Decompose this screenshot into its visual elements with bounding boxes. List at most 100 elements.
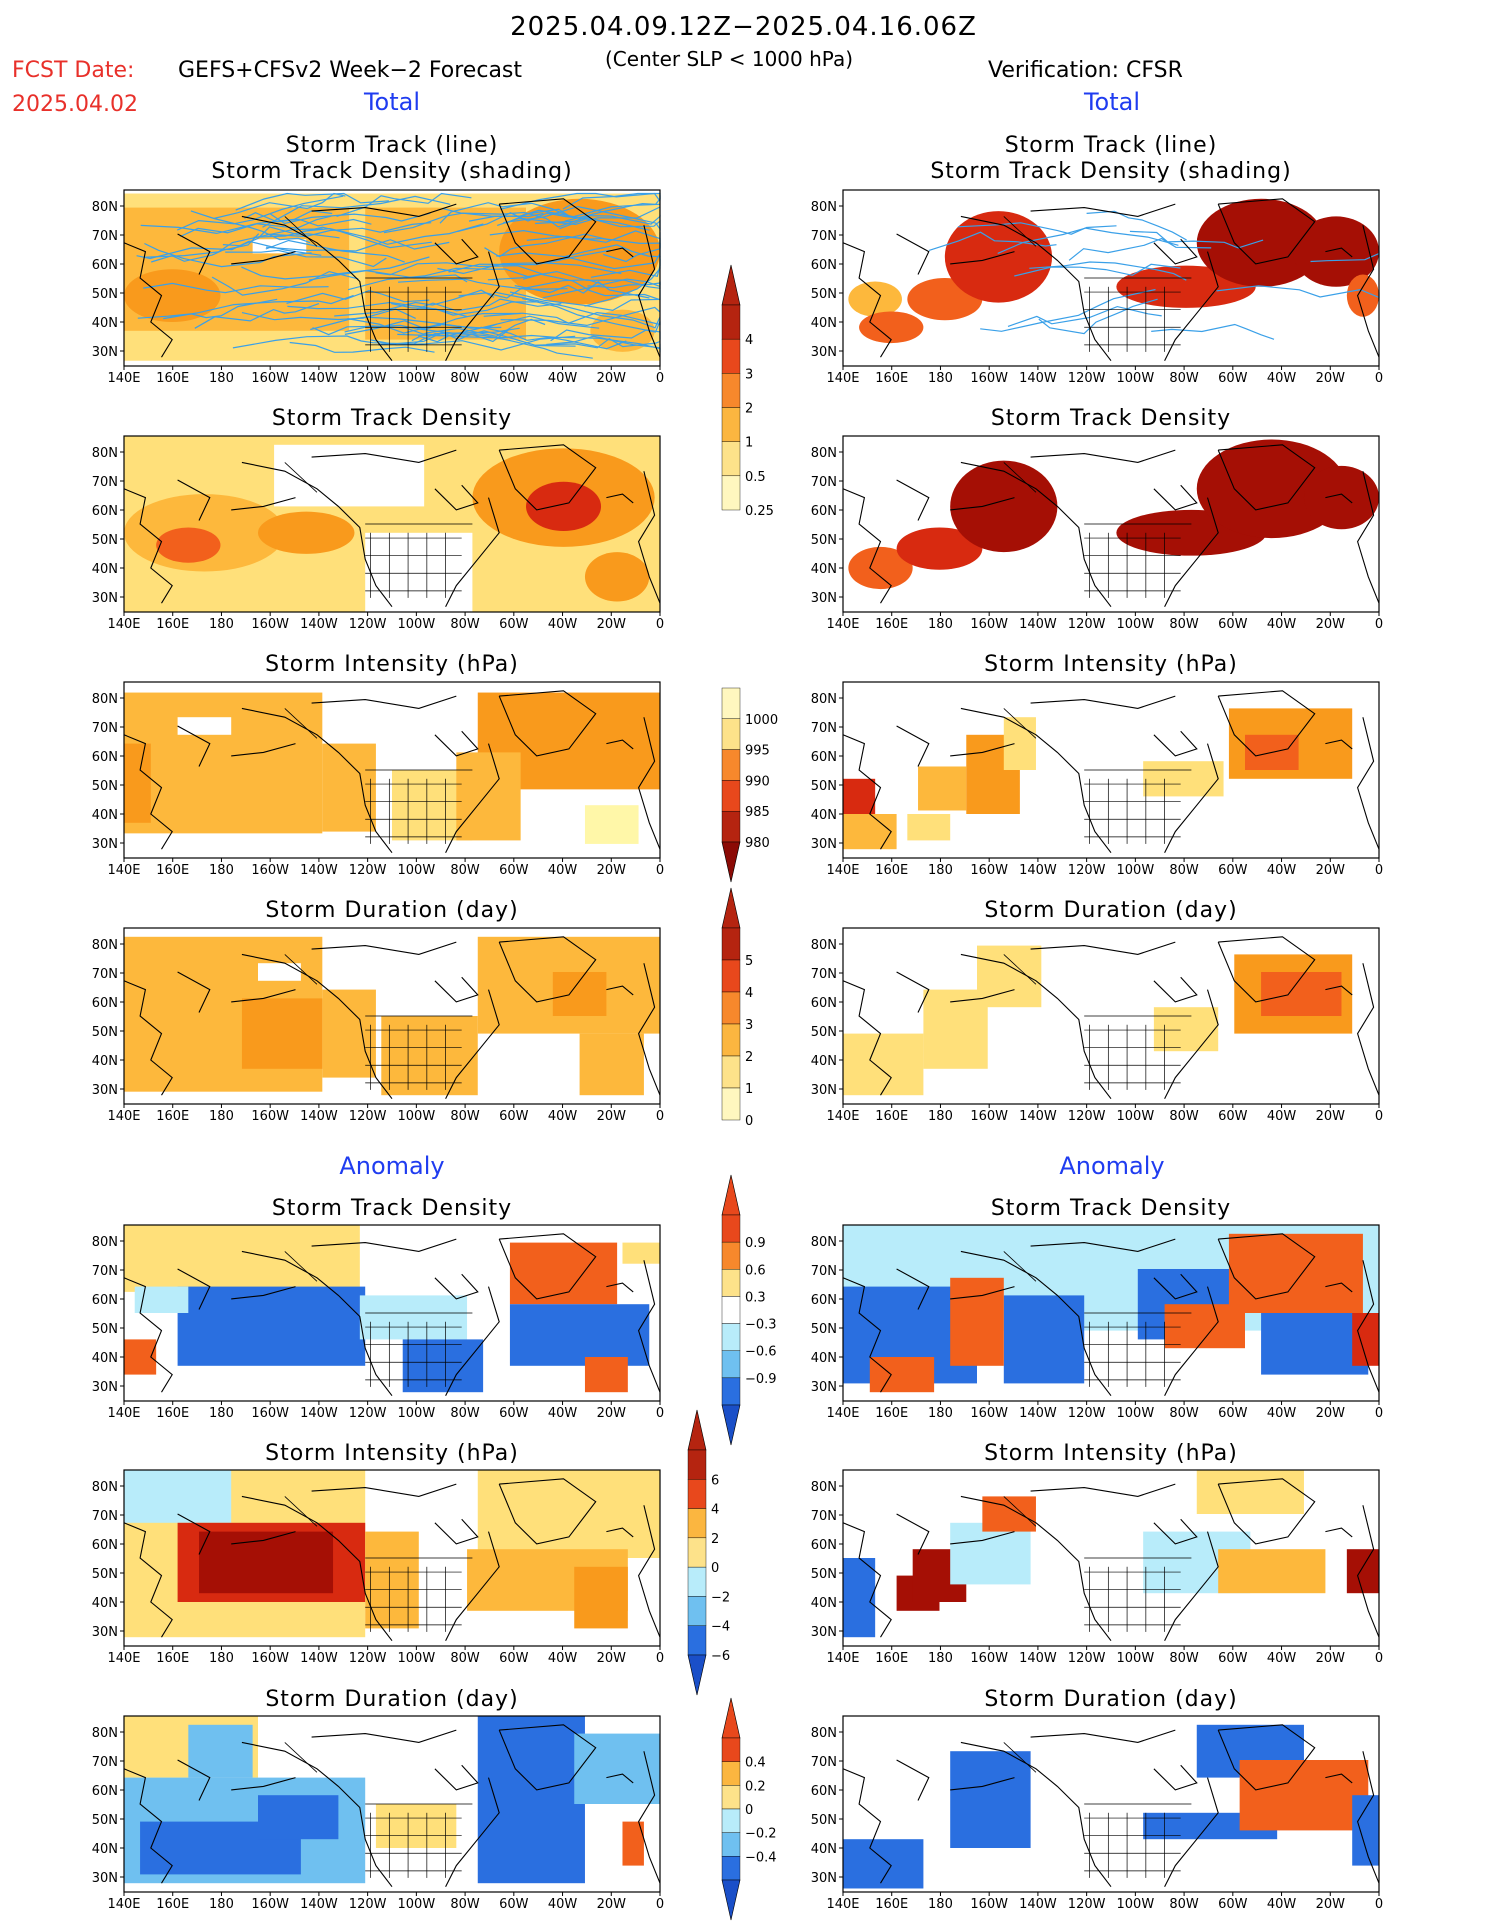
coastline [434, 1518, 479, 1545]
right-intensity-title: Storm Intensity (hPa) [984, 652, 1238, 677]
lon-tick-label: 180 [928, 371, 953, 386]
country-border [1003, 1251, 1037, 1282]
anomaly-cells [177, 1286, 366, 1366]
colorbar-segment [721, 1761, 741, 1786]
coastline [960, 215, 1112, 362]
lon-tick-label: 40W [1267, 617, 1297, 632]
coastline [498, 1233, 597, 1300]
coastline [960, 707, 1112, 854]
lon-tick-label: 0 [656, 1651, 664, 1666]
storm-track-line [241, 256, 430, 280]
lon-tick-label: 40W [548, 1109, 578, 1124]
colorbar-label: 3 [745, 1018, 753, 1033]
storm-track-line [391, 301, 540, 316]
coastline [1153, 1273, 1198, 1300]
storm-track-line [244, 212, 372, 227]
lon-tick-label: 100W [1117, 1651, 1155, 1666]
anomaly-cells [950, 1751, 1031, 1848]
lat-tick-label: 50N [92, 287, 118, 302]
lon-tick-label: 180 [928, 1651, 953, 1666]
lon-tick-label: 80W [1169, 1109, 1199, 1124]
colorbar-segment [721, 1832, 741, 1857]
lon-tick-label: 60W [499, 371, 529, 386]
anomaly-cells [402, 1339, 484, 1393]
anomaly-cells [1346, 1549, 1379, 1594]
lat-tick-label: 60N [811, 750, 837, 765]
lon-tick-label: 0 [1375, 863, 1383, 878]
colorbar-arrow [721, 841, 741, 883]
lon-tick-label: 120W [1068, 1651, 1106, 1666]
lat-tick-label: 40N [811, 562, 837, 577]
lat-tick-label: 30N [811, 1625, 837, 1640]
coastline [606, 739, 634, 750]
verification-label: Verification: CFSR [988, 58, 1183, 83]
coastline [445, 1777, 500, 1887]
coastline [123, 1277, 173, 1393]
colorbar-label: 0.5 [745, 470, 766, 485]
lon-tick-label: 160E [156, 1651, 189, 1666]
coastline [445, 743, 500, 853]
colorbar-arrow [721, 887, 741, 929]
storm-track-line [241, 308, 416, 321]
storm-track-line [1129, 230, 1264, 249]
coastline [1325, 739, 1353, 750]
coastline [1217, 1724, 1316, 1791]
gap [365, 532, 473, 612]
colorbar-track-density: 4 3 2 1 0.5 0.25 [721, 264, 774, 519]
coastline [311, 1729, 457, 1743]
lat-tick-label: 80N [811, 1726, 837, 1741]
density-shading [584, 552, 650, 602]
colorbar-label: −0.2 [745, 1827, 777, 1842]
storm-track-line [494, 291, 661, 329]
storm-track-line [398, 278, 568, 290]
lon-tick-label: 20W [597, 1406, 627, 1421]
map-panel-right-1: 80N 70N 60N 50N 40N 30N 140E 160E 180 160W 140W 120… [811, 435, 1383, 632]
lon-tick-label: 40W [1267, 1651, 1297, 1666]
storm-track-line [1038, 298, 1158, 335]
lat-tick-label: 50N [811, 1567, 837, 1582]
lon-tick-label: 60W [499, 863, 529, 878]
lon-tick-label: 140E [826, 617, 859, 632]
lon-tick-label: 180 [209, 863, 234, 878]
right-density-title: Storm Track Density [990, 406, 1232, 431]
storm-track-line [334, 289, 495, 317]
storm-track-line [176, 195, 344, 231]
anomaly-cells [950, 1522, 1031, 1585]
colorbar-segment [721, 687, 741, 719]
lat-tick-label: 60N [811, 258, 837, 273]
coastline [241, 1495, 393, 1642]
colorbar-label: 0.6 [745, 1263, 766, 1278]
lat-tick-label: 30N [92, 1871, 118, 1886]
lon-tick-label: 100W [398, 1406, 436, 1421]
duration-cells [552, 972, 607, 1016]
map-panel-right-0: 80N 70N 60N 50N 40N 30N 140E 160E 180 160W 140W 120… [811, 189, 1383, 386]
coastline [638, 1260, 661, 1393]
lon-tick-label: 140W [300, 1406, 338, 1421]
lat-tick-label: 60N [92, 1293, 118, 1308]
colorbar-label: 0 [711, 1561, 719, 1576]
coastline [1217, 690, 1316, 757]
coastline [638, 963, 661, 1096]
lon-tick-label: 80W [450, 1651, 480, 1666]
lat-tick-label: 60N [92, 996, 118, 1011]
density-shading [896, 527, 983, 570]
coastline [1357, 1505, 1380, 1638]
lon-tick-label: 160W [251, 1651, 289, 1666]
colorbar-segment [721, 1377, 741, 1406]
storm-track-line [526, 230, 661, 248]
storm-track-line [1029, 261, 1187, 281]
anomaly-cells [843, 1839, 924, 1889]
coastline [896, 1268, 930, 1310]
intensity-cells [1003, 717, 1036, 770]
anomaly-cells [622, 1821, 644, 1866]
lat-tick-label: 50N [811, 1322, 837, 1337]
lat-tick-label: 50N [92, 1025, 118, 1040]
storm-track-line [928, 231, 1057, 251]
colorbar-segment [721, 991, 741, 1025]
colorbar-label: 1000 [745, 713, 778, 728]
lon-tick-label: 60W [499, 1406, 529, 1421]
colorbar-label: 0 [745, 1114, 753, 1129]
colorbar-intensity: 1000 995 990 985 980 [721, 687, 778, 883]
lon-tick-label: 160E [156, 863, 189, 878]
